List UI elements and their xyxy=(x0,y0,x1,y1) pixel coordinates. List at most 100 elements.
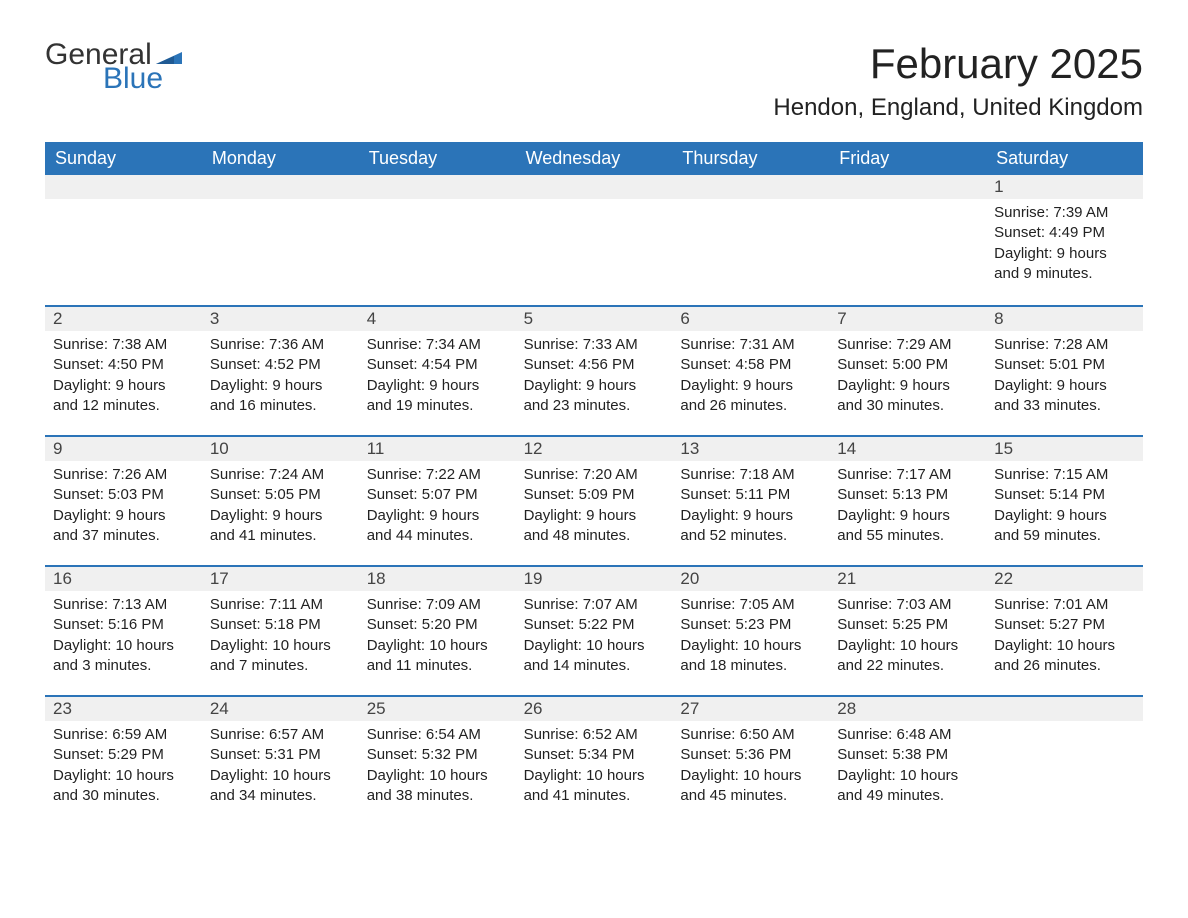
day-header-row: SundayMondayTuesdayWednesdayThursdayFrid… xyxy=(45,142,1143,175)
empty-cell xyxy=(672,175,829,305)
day-header: Tuesday xyxy=(359,142,516,175)
day-info-line: Sunset: 5:01 PM xyxy=(994,355,1135,375)
day-number: 19 xyxy=(516,567,673,591)
day-info-line: Sunrise: 7:17 AM xyxy=(837,465,978,485)
day-info: Sunrise: 6:57 AMSunset: 5:31 PMDaylight:… xyxy=(202,721,359,818)
day-number: 2 xyxy=(45,307,202,331)
logo: General Blue xyxy=(45,40,182,94)
day-info-line: Sunset: 5:05 PM xyxy=(210,485,351,505)
day-info: Sunrise: 7:31 AMSunset: 4:58 PMDaylight:… xyxy=(672,331,829,428)
day-number: 14 xyxy=(829,437,986,461)
day-number: 20 xyxy=(672,567,829,591)
day-info-line: Sunset: 5:03 PM xyxy=(53,485,194,505)
day-info: Sunrise: 7:07 AMSunset: 5:22 PMDaylight:… xyxy=(516,591,673,688)
day-info-line: Sunrise: 7:05 AM xyxy=(680,595,821,615)
day-number: 1 xyxy=(986,175,1143,199)
day-cell: 28Sunrise: 6:48 AMSunset: 5:38 PMDayligh… xyxy=(829,697,986,825)
week-row: 9Sunrise: 7:26 AMSunset: 5:03 PMDaylight… xyxy=(45,435,1143,565)
day-info-line: Sunset: 5:29 PM xyxy=(53,745,194,765)
day-info-line: Daylight: 9 hours and 12 minutes. xyxy=(53,376,194,417)
day-info: Sunrise: 7:26 AMSunset: 5:03 PMDaylight:… xyxy=(45,461,202,558)
day-cell: 3Sunrise: 7:36 AMSunset: 4:52 PMDaylight… xyxy=(202,307,359,435)
day-info-line: Sunrise: 6:57 AM xyxy=(210,725,351,745)
day-info-line: Sunset: 4:54 PM xyxy=(367,355,508,375)
day-info: Sunrise: 7:03 AMSunset: 5:25 PMDaylight:… xyxy=(829,591,986,688)
month-title: February 2025 xyxy=(773,40,1143,88)
day-info-line: Sunset: 5:22 PM xyxy=(524,615,665,635)
day-info-line: Sunset: 5:11 PM xyxy=(680,485,821,505)
day-info: Sunrise: 7:34 AMSunset: 4:54 PMDaylight:… xyxy=(359,331,516,428)
calendar: SundayMondayTuesdayWednesdayThursdayFrid… xyxy=(45,142,1143,825)
day-info-line: Sunrise: 6:59 AM xyxy=(53,725,194,745)
day-info-line: Sunrise: 7:39 AM xyxy=(994,203,1135,223)
day-number: 28 xyxy=(829,697,986,721)
day-info: Sunrise: 7:29 AMSunset: 5:00 PMDaylight:… xyxy=(829,331,986,428)
day-info xyxy=(359,199,516,215)
empty-cell xyxy=(45,175,202,305)
day-info-line: Sunset: 5:14 PM xyxy=(994,485,1135,505)
day-info: Sunrise: 6:50 AMSunset: 5:36 PMDaylight:… xyxy=(672,721,829,818)
day-info-line: Sunrise: 7:28 AM xyxy=(994,335,1135,355)
title-block: February 2025 Hendon, England, United Ki… xyxy=(773,40,1143,122)
day-number: 15 xyxy=(986,437,1143,461)
day-cell: 25Sunrise: 6:54 AMSunset: 5:32 PMDayligh… xyxy=(359,697,516,825)
day-info: Sunrise: 7:09 AMSunset: 5:20 PMDaylight:… xyxy=(359,591,516,688)
day-number: 9 xyxy=(45,437,202,461)
day-header: Sunday xyxy=(45,142,202,175)
day-number: 13 xyxy=(672,437,829,461)
day-cell: 7Sunrise: 7:29 AMSunset: 5:00 PMDaylight… xyxy=(829,307,986,435)
day-info: Sunrise: 7:28 AMSunset: 5:01 PMDaylight:… xyxy=(986,331,1143,428)
day-info-line: Sunset: 5:00 PM xyxy=(837,355,978,375)
day-info xyxy=(829,199,986,215)
day-info-line: Sunrise: 7:09 AM xyxy=(367,595,508,615)
day-number: 12 xyxy=(516,437,673,461)
day-info-line: Sunset: 5:27 PM xyxy=(994,615,1135,635)
day-info-line: Sunrise: 7:18 AM xyxy=(680,465,821,485)
day-info xyxy=(202,199,359,215)
week-row: 2Sunrise: 7:38 AMSunset: 4:50 PMDaylight… xyxy=(45,305,1143,435)
day-info-line: Daylight: 9 hours and 33 minutes. xyxy=(994,376,1135,417)
empty-cell xyxy=(202,175,359,305)
day-info-line: Daylight: 9 hours and 52 minutes. xyxy=(680,506,821,547)
day-info-line: Sunrise: 7:24 AM xyxy=(210,465,351,485)
day-cell: 15Sunrise: 7:15 AMSunset: 5:14 PMDayligh… xyxy=(986,437,1143,565)
day-info: Sunrise: 7:39 AMSunset: 4:49 PMDaylight:… xyxy=(986,199,1143,296)
day-number: 8 xyxy=(986,307,1143,331)
day-info-line: Sunrise: 6:48 AM xyxy=(837,725,978,745)
day-info-line: Daylight: 10 hours and 14 minutes. xyxy=(524,636,665,677)
day-info: Sunrise: 7:33 AMSunset: 4:56 PMDaylight:… xyxy=(516,331,673,428)
day-info-line: Sunset: 5:16 PM xyxy=(53,615,194,635)
day-info-line: Daylight: 9 hours and 41 minutes. xyxy=(210,506,351,547)
day-info-line: Daylight: 10 hours and 41 minutes. xyxy=(524,766,665,807)
day-info-line: Sunset: 4:58 PM xyxy=(680,355,821,375)
day-info: Sunrise: 7:24 AMSunset: 5:05 PMDaylight:… xyxy=(202,461,359,558)
day-info-line: Sunrise: 7:33 AM xyxy=(524,335,665,355)
day-cell: 23Sunrise: 6:59 AMSunset: 5:29 PMDayligh… xyxy=(45,697,202,825)
day-number: 10 xyxy=(202,437,359,461)
day-info-line: Sunrise: 7:26 AM xyxy=(53,465,194,485)
day-cell: 10Sunrise: 7:24 AMSunset: 5:05 PMDayligh… xyxy=(202,437,359,565)
day-info-line: Daylight: 10 hours and 49 minutes. xyxy=(837,766,978,807)
day-cell: 9Sunrise: 7:26 AMSunset: 5:03 PMDaylight… xyxy=(45,437,202,565)
day-info: Sunrise: 7:17 AMSunset: 5:13 PMDaylight:… xyxy=(829,461,986,558)
day-info: Sunrise: 7:36 AMSunset: 4:52 PMDaylight:… xyxy=(202,331,359,428)
day-info-line: Sunrise: 7:01 AM xyxy=(994,595,1135,615)
day-cell: 8Sunrise: 7:28 AMSunset: 5:01 PMDaylight… xyxy=(986,307,1143,435)
day-info-line: Daylight: 9 hours and 55 minutes. xyxy=(837,506,978,547)
day-info-line: Sunrise: 7:22 AM xyxy=(367,465,508,485)
day-number: 17 xyxy=(202,567,359,591)
day-info-line: Daylight: 10 hours and 26 minutes. xyxy=(994,636,1135,677)
day-cell: 17Sunrise: 7:11 AMSunset: 5:18 PMDayligh… xyxy=(202,567,359,695)
weeks-container: 1Sunrise: 7:39 AMSunset: 4:49 PMDaylight… xyxy=(45,175,1143,825)
week-row: 16Sunrise: 7:13 AMSunset: 5:16 PMDayligh… xyxy=(45,565,1143,695)
day-info-line: Daylight: 10 hours and 22 minutes. xyxy=(837,636,978,677)
day-cell: 2Sunrise: 7:38 AMSunset: 4:50 PMDaylight… xyxy=(45,307,202,435)
day-info-line: Sunrise: 7:03 AM xyxy=(837,595,978,615)
day-number xyxy=(672,175,829,199)
day-cell: 27Sunrise: 6:50 AMSunset: 5:36 PMDayligh… xyxy=(672,697,829,825)
day-info-line: Sunset: 5:31 PM xyxy=(210,745,351,765)
day-info-line: Sunset: 5:20 PM xyxy=(367,615,508,635)
day-number: 26 xyxy=(516,697,673,721)
day-number: 11 xyxy=(359,437,516,461)
day-info-line: Sunset: 4:50 PM xyxy=(53,355,194,375)
